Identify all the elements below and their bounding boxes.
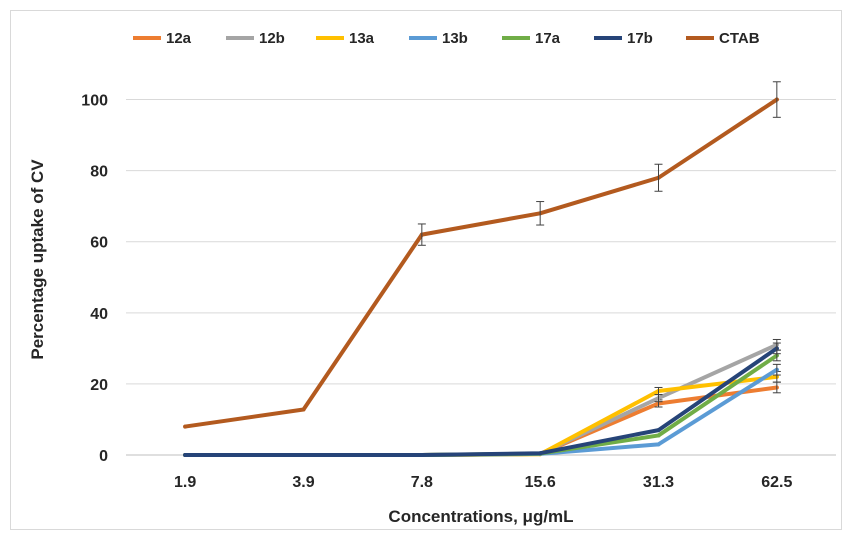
series-13b — [183, 364, 781, 457]
x-axis-title: Concentrations, μg/mL — [388, 507, 573, 526]
legend-item-ctab: CTAB — [686, 30, 760, 47]
y-tick-label: 20 — [90, 377, 108, 394]
series-layer — [183, 82, 781, 457]
legend-label: 12a — [166, 30, 192, 47]
series-line — [185, 100, 777, 427]
x-axis-ticks: 1.9 3.9 7.8 15.6 31.3 62.5 — [174, 474, 792, 491]
series-12a — [183, 382, 781, 457]
y-tick-label: 60 — [90, 235, 108, 252]
x-tick-label: 1.9 — [174, 474, 196, 491]
series-line — [185, 387, 777, 455]
data-point — [420, 453, 424, 457]
legend-item-17a: 17a — [502, 30, 561, 47]
y-axis-title: Percentage uptake of CV — [28, 159, 47, 360]
x-tick-label: 31.3 — [643, 474, 674, 491]
legend-item-17b: 17b — [594, 30, 653, 47]
y-tick-label: 100 — [81, 93, 108, 110]
series-line — [185, 355, 777, 455]
gridlines — [126, 100, 836, 384]
y-tick-label: 0 — [99, 448, 108, 465]
legend-item-13a: 13a — [316, 30, 375, 47]
data-point — [183, 425, 187, 429]
data-point — [538, 451, 542, 455]
legend-label: 17a — [535, 30, 561, 47]
legend-label: 13a — [349, 30, 375, 47]
legend: 12a 12b 13a 13b 17a 17b CTAB — [133, 30, 760, 47]
data-point — [657, 442, 661, 446]
data-point — [183, 453, 187, 457]
data-point — [657, 433, 661, 437]
data-point — [302, 408, 306, 412]
data-point — [657, 428, 661, 432]
x-tick-label: 15.6 — [525, 474, 556, 491]
legend-label: CTAB — [719, 30, 760, 47]
series-17a — [183, 350, 781, 457]
y-tick-label: 80 — [90, 164, 108, 181]
legend-label: 17b — [627, 30, 653, 47]
chart-frame: 0 20 40 60 80 100 1.9 3.9 7.8 15.6 31.3 62.5 12a 12… — [10, 10, 842, 530]
x-tick-label: 3.9 — [292, 474, 314, 491]
series-ctab — [183, 82, 781, 429]
legend-item-12a: 12a — [133, 30, 192, 47]
y-axis-ticks: 0 20 40 60 80 100 — [81, 93, 108, 465]
legend-item-12b: 12b — [226, 30, 285, 47]
x-tick-label: 62.5 — [761, 474, 792, 491]
legend-label: 13b — [442, 30, 468, 47]
legend-label: 12b — [259, 30, 285, 47]
series-line — [185, 348, 777, 455]
data-point — [302, 453, 306, 457]
x-tick-label: 7.8 — [411, 474, 433, 491]
y-tick-label: 40 — [90, 306, 108, 323]
legend-item-13b: 13b — [409, 30, 468, 47]
